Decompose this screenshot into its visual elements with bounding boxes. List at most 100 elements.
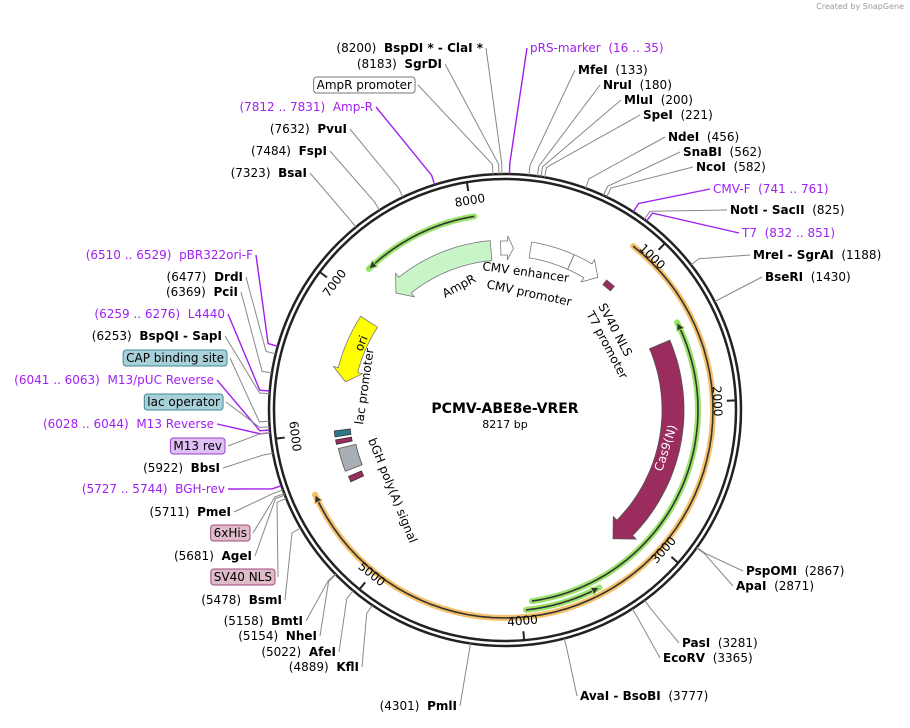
enzyme-label-avai-bsobi[interactable]: AvaI - BsoBI (3777) bbox=[580, 689, 708, 703]
plasmid-length: 8217 bp bbox=[482, 418, 527, 431]
enzyme-label-bbsi[interactable]: (5922) BbsI bbox=[143, 461, 220, 475]
feature-box-label-sv40-nls[interactable]: SV40 NLS bbox=[214, 570, 272, 584]
enzyme-label-noti-sacii[interactable]: NotI - SacII (825) bbox=[730, 203, 845, 217]
feature-label-ampr[interactable]: AmpR bbox=[440, 271, 478, 300]
lac-operator-feature[interactable] bbox=[333, 428, 352, 438]
leader-line bbox=[632, 188, 711, 213]
enzyme-label-nhei[interactable]: (5154) NheI bbox=[238, 629, 317, 643]
feature-label-bgh-polya[interactable]: bGH poly(A) signal bbox=[365, 436, 420, 545]
leader-line bbox=[375, 106, 436, 185]
orange-primer-arc[interactable] bbox=[314, 245, 714, 619]
label-position: (3281) bbox=[718, 636, 758, 650]
enzyme-label-mlui[interactable]: MluI (200) bbox=[624, 93, 693, 107]
enzyme-label-drdi[interactable]: (6477) DrdI bbox=[167, 270, 243, 284]
feature-box-label-ampr-promoter[interactable]: AmpR promoter bbox=[317, 78, 412, 92]
feature-box[interactable] bbox=[169, 437, 226, 455]
enzyme-label-mfei[interactable]: MfeI (133) bbox=[578, 63, 648, 77]
enzyme-label-ecorv[interactable]: EcoRV (3365) bbox=[663, 651, 753, 665]
feature-box-label-6xhis[interactable]: 6xHis bbox=[214, 526, 247, 540]
leader-line bbox=[233, 489, 284, 513]
ori-feature[interactable] bbox=[332, 315, 379, 383]
leader-line bbox=[544, 114, 641, 178]
ampr-promoter-feature[interactable] bbox=[500, 235, 514, 261]
primer-label-m13-reverse[interactable]: (6028 .. 6044) M13 Reverse bbox=[43, 417, 214, 431]
enzyme-label-sgrdi[interactable]: (8183) SgrDI bbox=[357, 57, 442, 71]
cmv-enhancer-promoter-feature[interactable] bbox=[528, 241, 599, 283]
his-tag-feature[interactable] bbox=[347, 470, 365, 483]
leader-line bbox=[602, 151, 681, 196]
primer-label-bgh-rev[interactable]: (5727 .. 5744) BGH-rev bbox=[82, 482, 225, 496]
label-position: (832 .. 851) bbox=[765, 226, 835, 240]
label-position: (8200) bbox=[336, 41, 376, 55]
m13-rev-feature[interactable] bbox=[335, 436, 353, 445]
sv40-nls-feature[interactable] bbox=[602, 279, 615, 292]
feature-box-label-m13-rev[interactable]: M13 rev bbox=[173, 439, 222, 453]
enzyme-label-pcii[interactable]: (6369) PciI bbox=[166, 285, 238, 299]
ampr-feature[interactable] bbox=[395, 240, 493, 298]
bgh-polya-feature[interactable] bbox=[337, 443, 363, 472]
enzyme-label-pmli[interactable]: (4301) PmlI bbox=[380, 699, 457, 713]
label-name: PspOMI bbox=[746, 564, 797, 578]
enzyme-label-agei[interactable]: (5681) AgeI bbox=[174, 549, 252, 563]
primer-label-amp-r[interactable]: (7812 .. 7831) Amp-R bbox=[239, 100, 373, 114]
feature-label-ori[interactable]: ori bbox=[352, 333, 371, 353]
enzyme-label-mrei-sgrai[interactable]: MreI - SgrAI (1188) bbox=[753, 248, 881, 262]
leader-line bbox=[255, 254, 278, 347]
primer-label-pbr322ori-f[interactable]: (6510 .. 6529) pBR322ori-F bbox=[86, 248, 253, 262]
label-name: T7 bbox=[741, 226, 757, 240]
label-name: AmpR promoter bbox=[317, 78, 412, 92]
feature-box-label-cap-binding-site[interactable]: CAP binding site bbox=[126, 351, 224, 365]
label-name: NcoI bbox=[696, 160, 726, 174]
label-name: PmeI bbox=[197, 505, 231, 519]
enzyme-label-bsai[interactable]: (7323) BsaI bbox=[231, 166, 307, 180]
enzyme-label-bsmi[interactable]: (5478) BsmI bbox=[201, 593, 282, 607]
primer-label-m13-puc-reverse[interactable]: (6041 .. 6063) M13/pUC Reverse bbox=[14, 373, 214, 387]
backbone-outer-ring bbox=[267, 172, 743, 648]
label-position: (6259 .. 6276) bbox=[94, 307, 180, 321]
enzyme-label-kfli[interactable]: (4889) KflI bbox=[289, 660, 359, 674]
enzyme-label-bmti[interactable]: (5158) BmtI bbox=[224, 614, 303, 628]
primer-label-t7[interactable]: T7 (832 .. 851) bbox=[741, 226, 835, 240]
feature-box[interactable] bbox=[313, 76, 416, 94]
enzyme-label-spei[interactable]: SpeI (221) bbox=[643, 108, 713, 122]
enzyme-label-pvui[interactable]: (7632) PvuI bbox=[270, 122, 347, 136]
enzyme-label-pasi[interactable]: PasI (3281) bbox=[682, 636, 758, 650]
primer-label-cmv-f[interactable]: CMV-F (741 .. 761) bbox=[713, 182, 829, 196]
label-position: (8183) bbox=[357, 57, 397, 71]
leader-line bbox=[714, 276, 763, 303]
enzyme-label-pmei[interactable]: (5711) PmeI bbox=[150, 505, 231, 519]
primer-label-prs-marker[interactable]: pRS-marker (16 .. 35) bbox=[530, 41, 664, 55]
label-name: Amp-R bbox=[333, 100, 373, 114]
enzyme-label-bseri[interactable]: BseRI (1430) bbox=[765, 270, 851, 284]
green-arc-upper-arrowhead-icon bbox=[368, 259, 379, 270]
feature-box[interactable] bbox=[210, 524, 251, 542]
enzyme-label-ndei[interactable]: NdeI (456) bbox=[668, 130, 739, 144]
enzyme-label-afei[interactable]: (5022) AfeI bbox=[261, 645, 336, 659]
label-position: (4889) bbox=[289, 660, 329, 674]
feature-box[interactable] bbox=[143, 393, 224, 411]
enzyme-label-snabi[interactable]: SnaBI (562) bbox=[683, 145, 762, 159]
green-arc-upper[interactable] bbox=[368, 215, 475, 270]
enzyme-label-pspomi[interactable]: PspOMI (2867) bbox=[746, 564, 844, 578]
enzyme-label-ncoi[interactable]: NcoI (582) bbox=[696, 160, 766, 174]
leader-line bbox=[696, 546, 744, 572]
label-name: SV40 NLS bbox=[214, 570, 272, 584]
enzyme-label-nrui[interactable]: NruI (180) bbox=[603, 78, 672, 92]
enzyme-label-apai[interactable]: ApaI (2871) bbox=[736, 579, 814, 593]
feature-box-label-lac-operator[interactable]: lac operator bbox=[147, 395, 220, 409]
label-name: PciI bbox=[214, 285, 239, 299]
green-arc-long[interactable] bbox=[531, 322, 699, 602]
label-name: BsmI bbox=[249, 593, 282, 607]
tick-mark bbox=[465, 182, 470, 192]
enzyme-label-bspqi-sapi[interactable]: (6253) BspQI - SapI bbox=[92, 329, 222, 343]
enzyme-label-fspi[interactable]: (7484) FspI bbox=[251, 144, 327, 158]
leader-line bbox=[585, 136, 666, 189]
feature-box[interactable] bbox=[210, 568, 276, 586]
green-arc-short[interactable] bbox=[525, 586, 600, 611]
feature-box[interactable] bbox=[122, 349, 228, 367]
label-position: (456) bbox=[707, 130, 739, 144]
primer-label-l4440[interactable]: (6259 .. 6276) L4440 bbox=[94, 307, 225, 321]
enzyme-label-bspdi-clai[interactable]: (8200) BspDI * - ClaI * bbox=[336, 41, 483, 55]
cas9-feature[interactable] bbox=[612, 339, 685, 540]
